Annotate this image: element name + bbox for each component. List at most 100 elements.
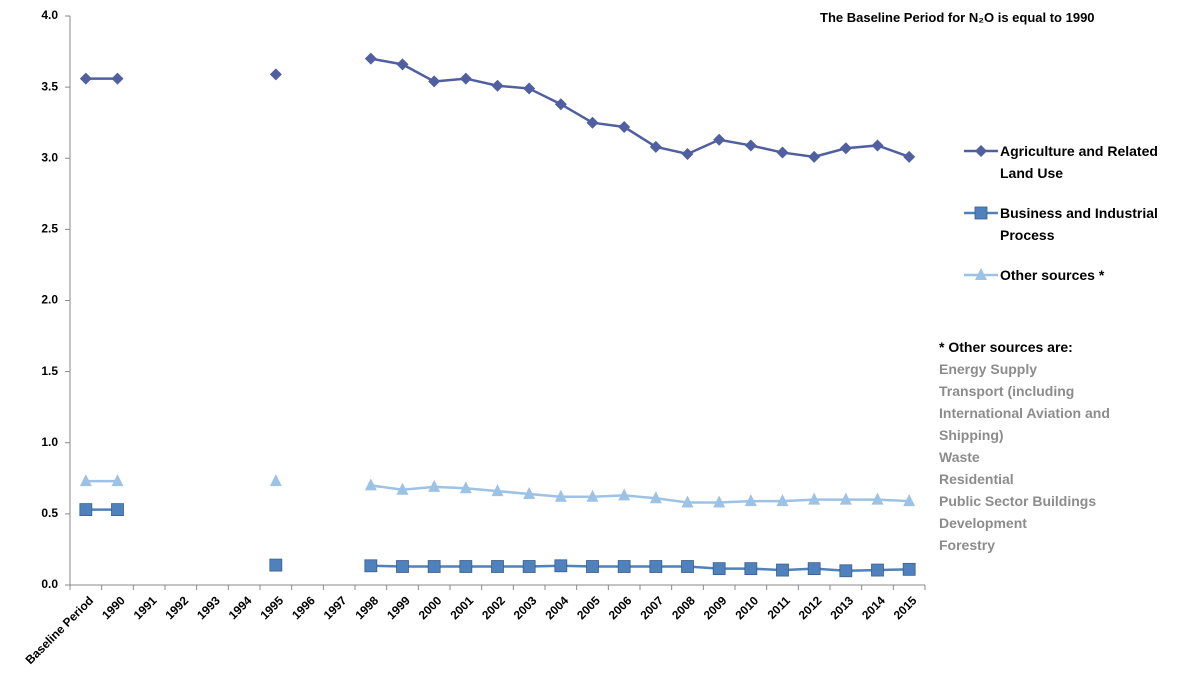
marker bbox=[79, 474, 92, 487]
marker bbox=[396, 560, 409, 573]
legend-label: Agriculture and Related Land Use bbox=[1000, 143, 1158, 181]
marker bbox=[974, 206, 988, 220]
x-tick-label: 2000 bbox=[416, 593, 445, 622]
legend-item: Agriculture and Related Land Use bbox=[962, 140, 1177, 184]
marker bbox=[975, 268, 987, 280]
note-item: Energy Supply bbox=[939, 361, 1038, 377]
x-tick-label: 2002 bbox=[479, 593, 508, 622]
marker bbox=[808, 150, 821, 163]
marker bbox=[871, 139, 884, 152]
y-tick-label: 2.5 bbox=[41, 222, 58, 236]
marker bbox=[523, 82, 536, 95]
y-tick-label: 0.0 bbox=[41, 577, 58, 591]
y-tick-label: 1.5 bbox=[41, 364, 58, 378]
marker bbox=[586, 560, 599, 573]
x-tick-label: 1995 bbox=[257, 593, 286, 622]
marker bbox=[586, 116, 599, 129]
marker bbox=[459, 481, 472, 494]
x-tick-label: 1993 bbox=[194, 593, 223, 622]
marker bbox=[839, 564, 853, 578]
marker bbox=[713, 495, 726, 508]
marker bbox=[649, 560, 663, 573]
marker bbox=[269, 558, 283, 572]
marker bbox=[364, 52, 377, 65]
marker bbox=[111, 474, 124, 487]
marker bbox=[491, 79, 504, 92]
note-item: Waste bbox=[939, 449, 980, 465]
marker bbox=[776, 494, 789, 507]
marker bbox=[491, 484, 504, 497]
marker bbox=[79, 503, 93, 517]
marker bbox=[618, 488, 631, 501]
marker bbox=[269, 68, 282, 81]
note: * Other sources are: Energy Supply Transp… bbox=[939, 336, 1179, 556]
marker bbox=[713, 133, 726, 146]
marker bbox=[364, 478, 377, 491]
series-line bbox=[85, 57, 910, 159]
y-tick-label: 3.0 bbox=[41, 150, 58, 164]
marker bbox=[839, 492, 852, 505]
marker bbox=[554, 98, 567, 111]
note-item: Residential bbox=[939, 471, 1014, 487]
marker bbox=[649, 140, 662, 153]
note-item: Public Sector Buildings bbox=[939, 493, 1097, 509]
marker bbox=[744, 562, 758, 576]
legend-swatch bbox=[964, 145, 998, 157]
x-tick-label: 2012 bbox=[796, 593, 825, 622]
note-title: * Other sources are: bbox=[939, 339, 1073, 355]
marker bbox=[269, 474, 282, 487]
x-tick-label: 1997 bbox=[321, 593, 350, 622]
marker bbox=[427, 560, 441, 573]
marker bbox=[776, 563, 789, 577]
x-tick-label: 1994 bbox=[226, 593, 255, 622]
legend-swatch bbox=[964, 268, 998, 280]
note-item: Development bbox=[939, 515, 1027, 531]
y-tick-label: 3.5 bbox=[41, 79, 58, 93]
marker bbox=[744, 139, 757, 152]
marker bbox=[428, 75, 441, 88]
x-tick-label: 2006 bbox=[606, 593, 635, 622]
marker bbox=[681, 560, 694, 573]
x-tick-label: 2003 bbox=[511, 593, 540, 622]
legend-item: Other sources * bbox=[962, 264, 1177, 286]
x-tick-label: 1999 bbox=[384, 593, 413, 622]
x-tick-label: Baseline Period bbox=[23, 593, 97, 667]
marker bbox=[586, 489, 599, 502]
legend-item: Business and Industrial Process bbox=[962, 202, 1177, 246]
marker bbox=[776, 146, 789, 159]
marker bbox=[396, 482, 409, 495]
x-tick-label: 2009 bbox=[701, 593, 730, 622]
x-tick-label: 2015 bbox=[891, 593, 920, 622]
note-item: Transport (including International Aviat… bbox=[939, 383, 1110, 443]
legend-label: Business and Industrial Process bbox=[1000, 205, 1158, 243]
x-tick-label: 1990 bbox=[99, 593, 128, 622]
marker bbox=[975, 145, 987, 157]
x-tick-label: 2001 bbox=[447, 593, 476, 622]
x-tick-label: 2008 bbox=[669, 593, 698, 622]
x-tick-label: 1996 bbox=[289, 593, 318, 622]
y-tick-label: 2.0 bbox=[41, 293, 58, 307]
x-tick-label: 2014 bbox=[859, 593, 888, 622]
marker bbox=[554, 559, 568, 573]
marker bbox=[111, 503, 124, 517]
x-tick-label: 2010 bbox=[732, 593, 761, 622]
marker bbox=[522, 560, 536, 573]
marker bbox=[428, 479, 441, 492]
marker bbox=[111, 72, 124, 85]
marker bbox=[871, 492, 884, 505]
marker bbox=[712, 562, 726, 576]
legend: Agriculture and Related Land Use Business… bbox=[962, 140, 1177, 304]
x-tick-label: 2004 bbox=[542, 593, 571, 622]
marker bbox=[902, 562, 916, 576]
marker bbox=[839, 142, 852, 155]
series-line bbox=[85, 479, 910, 504]
x-tick-label: 1992 bbox=[162, 593, 191, 622]
marker bbox=[744, 494, 757, 507]
marker bbox=[523, 486, 536, 499]
x-tick-label: 1998 bbox=[352, 593, 381, 622]
marker bbox=[79, 72, 92, 85]
marker bbox=[617, 560, 631, 573]
x-tick-label: 2011 bbox=[765, 593, 794, 622]
